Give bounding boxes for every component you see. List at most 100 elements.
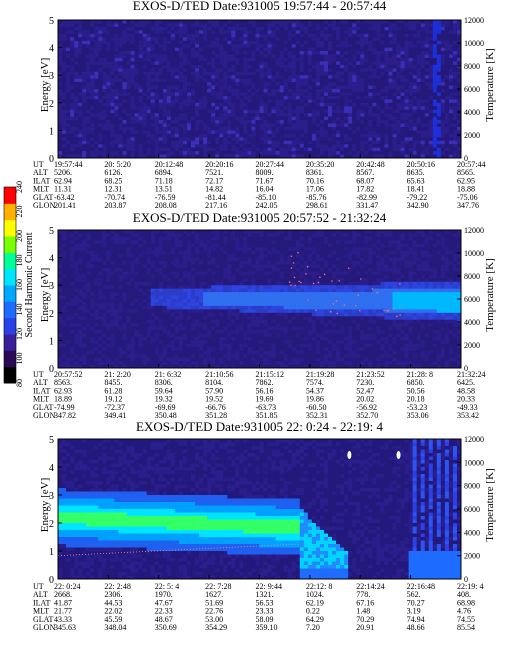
ephemeris-value: 22: 0:24 (54, 582, 80, 591)
ephemeris-value: -82.99 (356, 193, 377, 202)
temperature-point (331, 280, 333, 282)
ephemeris-label: GLON (33, 623, 55, 632)
ephemeris-value: 23.33 (256, 607, 274, 616)
ephemeris-value: 67.16 (356, 598, 374, 607)
temperature-point (343, 304, 346, 306)
y2-tick-label: 4000 (464, 528, 480, 537)
ephemeris-value: 349.41 (104, 411, 126, 420)
ephemeris-value: 71.67 (256, 176, 274, 185)
ephemeris-value: -70.74 (104, 193, 125, 202)
ephemeris-label: GLON (33, 201, 55, 210)
y2-tick-label: 8000 (464, 62, 480, 71)
colorbar-segment (4, 203, 16, 221)
ephemeris-value: -49.33 (457, 403, 478, 412)
colorbar-label: Second Harmonic Current (24, 232, 35, 337)
ephemeris-label: GLAT (33, 615, 54, 624)
ephemeris-value: 242.05 (256, 201, 278, 210)
ephemeris-label: UT (33, 370, 44, 379)
y-tick-label: 3 (49, 281, 54, 292)
y-axis-label: Energy [eV] (39, 268, 51, 322)
y2-tick-label: 6000 (464, 295, 480, 304)
y2-tick-label: 0 (464, 154, 468, 163)
temperature-point (330, 310, 332, 313)
ephemeris-value: 353.42 (457, 411, 479, 420)
temperature-point (360, 278, 362, 280)
ephemeris-value: 70.27 (407, 598, 425, 607)
ephemeris-value: 351.85 (256, 411, 278, 420)
ephemeris-value: 14.82 (205, 185, 223, 194)
y-tick-label: 1 (49, 547, 54, 558)
ephemeris-label: ILAT (33, 386, 50, 395)
ephemeris-value: 22: 5: 4 (155, 582, 179, 591)
y2-tick-label: 8000 (464, 482, 480, 491)
temperature-marker (396, 451, 401, 459)
ephemeris-value: 7521. (205, 168, 223, 177)
ephemeris-value: 8455. (104, 378, 122, 387)
ephemeris-value: 68.25 (104, 176, 122, 185)
ephemeris-value: 17.82 (356, 185, 374, 194)
ephemeris-value: 22: 2:48 (104, 582, 130, 591)
colorbar-segment (4, 187, 16, 204)
ephemeris-value: 351.28 (205, 411, 227, 420)
temperature-point (315, 309, 317, 312)
ephemeris-value: 217.16 (205, 201, 227, 210)
ephemeris-value: 22:19: 4 (457, 582, 483, 591)
ephemeris-value: 22:16:48 (407, 582, 435, 591)
ephemeris-label: ALT (33, 378, 48, 387)
ephemeris-value: 350.48 (155, 411, 177, 420)
panel-1: EXOS-D/TED Date:931005 19:57:44 - 20:57:… (33, 0, 496, 210)
y2-axis-label: Temperature [K] (484, 48, 496, 121)
temperature-point (399, 314, 401, 316)
y-tick-label: 5 (49, 435, 54, 446)
temperature-point (290, 267, 293, 269)
temperature-point (358, 309, 361, 312)
ephemeris-value: 6126. (104, 168, 122, 177)
temperature-point (387, 309, 390, 312)
ephemeris-label: MLT (33, 395, 49, 404)
ephemeris-value: 41.87 (54, 598, 72, 607)
ephemeris-value: 208.08 (155, 201, 177, 210)
ephemeris-label: UT (33, 582, 44, 591)
temperature-points (288, 251, 404, 318)
y2-tick-label: 4000 (464, 318, 480, 327)
colorbar-tick-label: 100 (15, 353, 24, 365)
ephemeris-value: 20.33 (457, 395, 475, 404)
ephemeris-value: 342.90 (407, 201, 429, 210)
y2-tick-label: 12000 (464, 16, 484, 25)
ephemeris-value: 331.47 (356, 201, 378, 210)
y2-tick-label: 10000 (464, 39, 484, 48)
temperature-point (396, 315, 398, 318)
ephemeris-value: 56.16 (256, 386, 274, 395)
ephemeris-value: 20:42:48 (356, 160, 384, 169)
temperature-point (355, 304, 357, 307)
ephemeris-value: 8565. (457, 168, 475, 177)
ephemeris-value: 354.29 (205, 623, 227, 632)
ephemeris-value: 85.54 (457, 623, 475, 632)
ephemeris-value: 44.53 (104, 598, 122, 607)
y2-axis-label: Temperature [K] (484, 258, 496, 331)
ephemeris-value: 58.09 (256, 615, 274, 624)
ephemeris-value: 21:19:28 (306, 370, 334, 379)
ephemeris-value: 21:15:12 (256, 370, 284, 379)
y-tick-label: 4 (49, 254, 54, 265)
ephemeris-value: 54.37 (306, 386, 324, 395)
colorbar-tick-label: 180 (15, 255, 24, 267)
y2-tick-label: 6000 (464, 505, 480, 514)
ephemeris-value: 8567. (356, 168, 374, 177)
ephemeris-value: 21:28: 8 (407, 370, 433, 379)
ephemeris-value: 6425. (457, 378, 475, 387)
colorbar-segment (4, 236, 16, 253)
ephemeris-value: 22:14:24 (356, 582, 384, 591)
ephemeris-value: 1627. (205, 590, 223, 599)
ephemeris-value: 19.69 (256, 395, 274, 404)
temperature-point (297, 251, 299, 254)
ephemeris-value: 45.59 (104, 615, 122, 624)
ephemeris-value: 8306. (155, 378, 173, 387)
ephemeris-value: 19.32 (155, 395, 173, 404)
ephemeris-value: 8563. (54, 378, 72, 387)
ephemeris-value: 12.31 (104, 185, 122, 194)
ephemeris-value: 0.22 (306, 607, 320, 616)
